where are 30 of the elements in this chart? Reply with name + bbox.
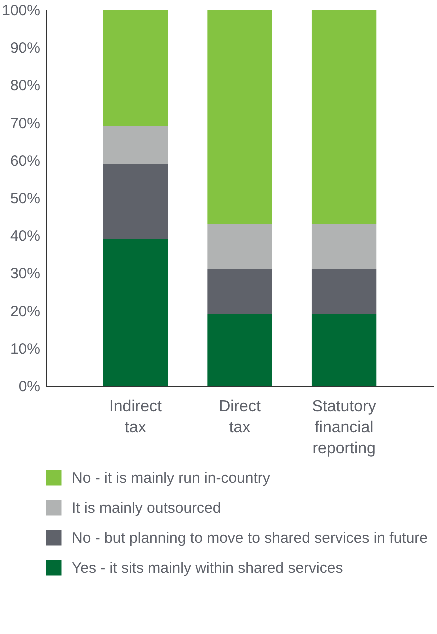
bar: [312, 10, 377, 224]
y-tick-label: 30%: [10, 266, 40, 283]
bar: [103, 10, 168, 127]
x-tick-label: Statutory financial reporting: [312, 398, 376, 458]
y-tick-label: 50%: [10, 190, 40, 208]
bar: [208, 314, 272, 386]
bar: [103, 239, 168, 386]
legend-label: No - but planning to move to shared services in future: [72, 530, 428, 547]
x-tick-label: Direct tax: [219, 398, 262, 436]
bar: [208, 10, 272, 224]
bar: [208, 224, 272, 270]
legend-label: Yes - it sits mainly within shared services: [72, 560, 344, 577]
y-tick-label: 0%: [18, 378, 40, 396]
y-tick-label: 20%: [10, 303, 40, 320]
y-tick-label: 80%: [10, 78, 40, 95]
bar: [103, 164, 168, 240]
y-tick-label: 100%: [2, 2, 40, 20]
bar: [208, 269, 272, 315]
x-tick-label: Indirect tax: [109, 398, 162, 436]
y-tick-label: 40%: [10, 228, 40, 246]
bar: [312, 224, 377, 270]
y-tick-label: 70%: [10, 115, 40, 132]
y-tick-label: 60%: [10, 152, 40, 170]
y-tick-label: 10%: [10, 340, 40, 358]
legend-label: It is mainly outsourced: [72, 500, 222, 517]
bar: [312, 269, 377, 315]
bar: [103, 126, 168, 164]
bar: [312, 314, 377, 386]
legend-label: No - it is mainly run in-country: [72, 470, 271, 487]
y-tick-label: 90%: [10, 40, 40, 58]
